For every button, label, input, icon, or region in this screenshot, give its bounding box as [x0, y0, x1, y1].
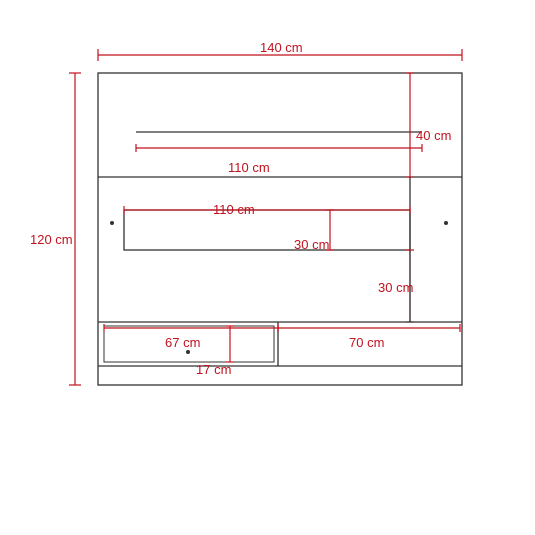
- label-slot-110: 110 cm: [228, 160, 270, 175]
- label-br-70: 70 cm: [349, 335, 384, 350]
- label-shelf-30: 30 cm: [294, 237, 329, 252]
- label-top-40: 40 cm: [416, 128, 451, 143]
- label-right-30: 30 cm: [378, 280, 413, 295]
- label-total-height: 120 cm: [30, 232, 73, 247]
- dimension-diagram: [0, 0, 535, 535]
- label-bl-67: 67 cm: [165, 335, 200, 350]
- label-shelf-110: 110 cm: [213, 202, 255, 217]
- label-bl-17: 17 cm: [196, 362, 231, 377]
- label-total-width: 140 cm: [260, 40, 303, 55]
